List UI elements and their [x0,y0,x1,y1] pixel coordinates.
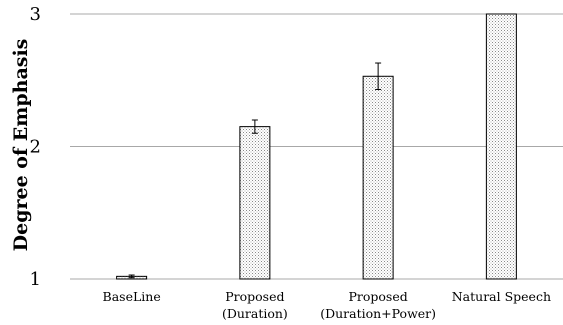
y-axis-title: Degree of Emphasis [10,39,32,252]
y-tick-label: 2 [30,137,41,158]
x-tick-label: Natural Speech [452,289,551,304]
x-axis-labels: BaseLine Proposed (Duration) Proposed (Durat… [103,289,551,321]
y-axis-ticks: 1 2 3 [30,4,41,290]
y-tick-label: 1 [30,269,41,290]
error-bars [128,62,382,279]
bar [239,126,271,280]
y-tick-label: 3 [30,4,41,25]
x-tick-label: BaseLine [103,289,161,304]
bar [362,75,394,280]
gridlines [70,13,563,280]
bar [485,13,517,280]
x-tick-label: (Duration+Power) [320,306,436,321]
x-tick-label: (Duration) [222,306,288,321]
x-tick-label: Proposed [225,289,284,304]
x-tick-label: Proposed [348,289,407,304]
